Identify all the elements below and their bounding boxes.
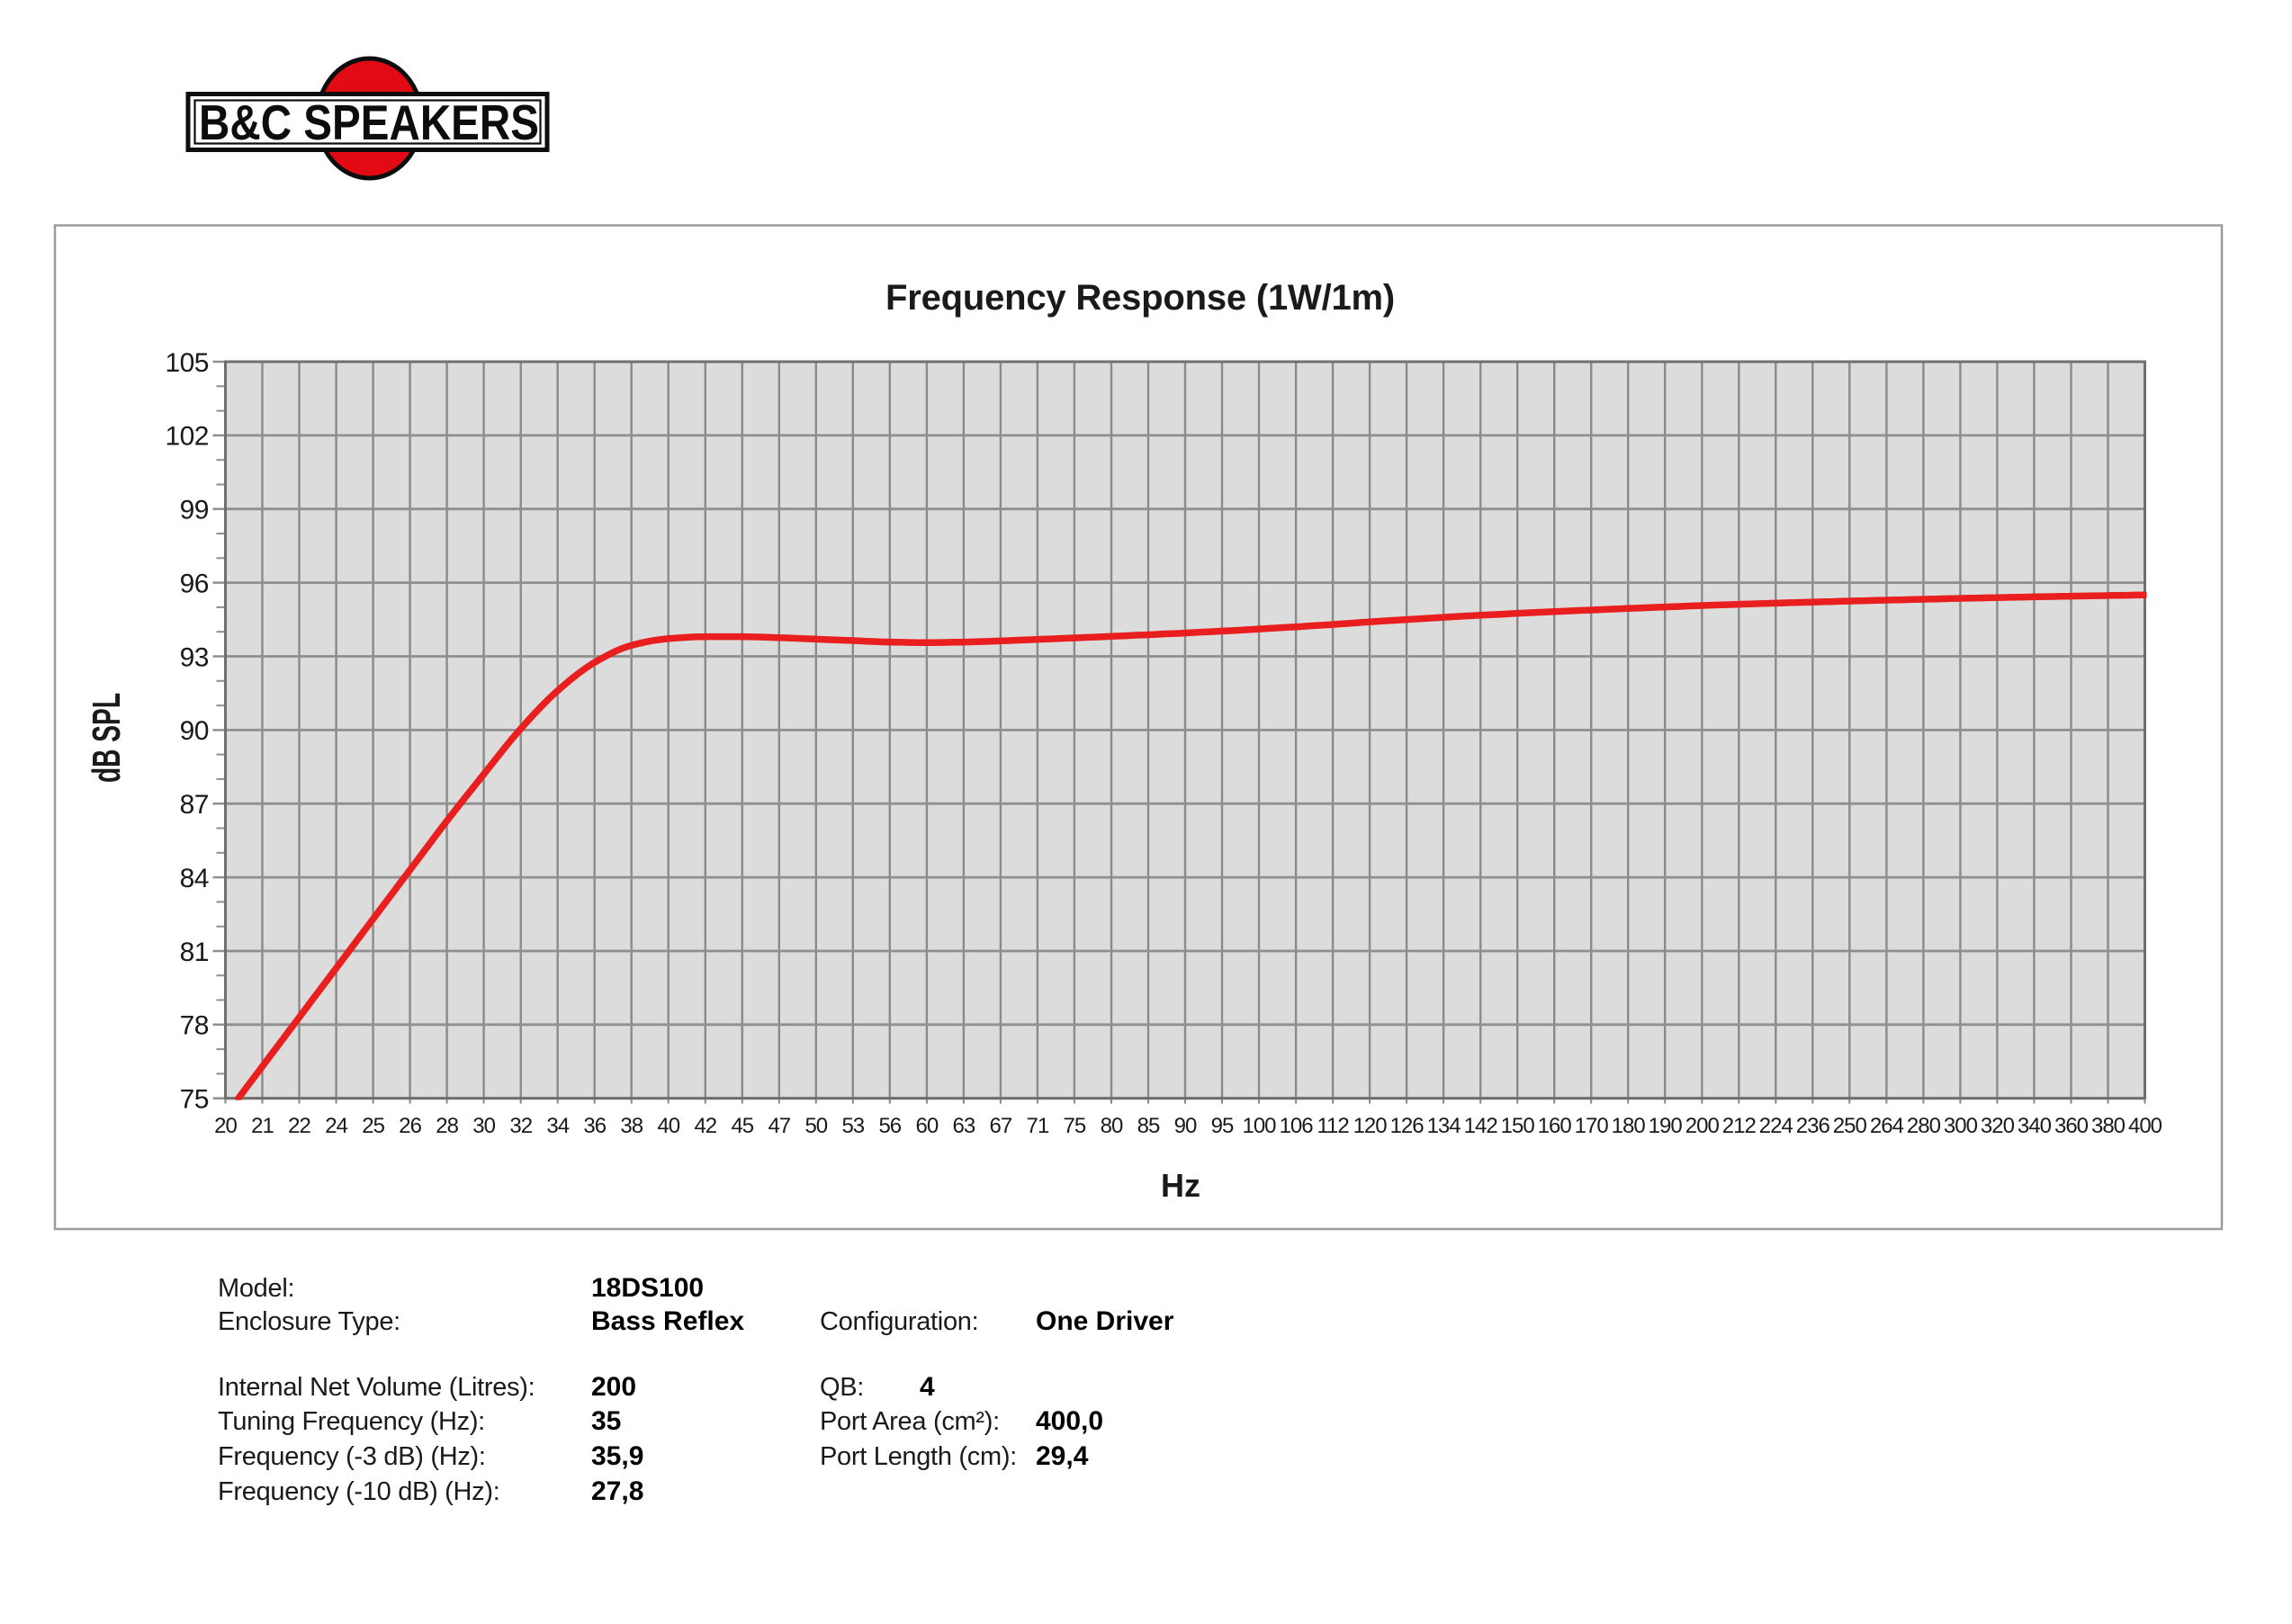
svg-text:Model:: Model: xyxy=(218,1274,294,1303)
svg-text:134: 134 xyxy=(1427,1114,1461,1138)
svg-text:Port Length (cm):: Port Length (cm): xyxy=(820,1442,1017,1471)
svg-text:18DS100: 18DS100 xyxy=(591,1273,704,1303)
svg-text:87: 87 xyxy=(180,790,209,820)
svg-text:53: 53 xyxy=(841,1114,864,1138)
svg-text:35,9: 35,9 xyxy=(591,1441,643,1471)
svg-text:34: 34 xyxy=(546,1114,569,1138)
svg-text:36: 36 xyxy=(583,1114,606,1138)
svg-text:30: 30 xyxy=(472,1114,495,1138)
svg-text:300: 300 xyxy=(1944,1114,1978,1138)
svg-text:75: 75 xyxy=(1064,1114,1086,1138)
svg-text:20: 20 xyxy=(214,1114,237,1138)
svg-text:320: 320 xyxy=(1981,1114,2015,1138)
svg-text:95: 95 xyxy=(1211,1114,1234,1138)
svg-text:200: 200 xyxy=(1685,1114,1720,1138)
svg-text:380: 380 xyxy=(2091,1114,2126,1138)
svg-text:106: 106 xyxy=(1280,1114,1314,1138)
svg-text:190: 190 xyxy=(1649,1114,1683,1138)
svg-text:400: 400 xyxy=(2128,1114,2162,1138)
svg-text:120: 120 xyxy=(1353,1114,1388,1138)
svg-text:47: 47 xyxy=(768,1114,790,1138)
svg-text:84: 84 xyxy=(180,864,209,893)
svg-text:40: 40 xyxy=(657,1114,679,1138)
svg-text:35: 35 xyxy=(591,1406,621,1436)
svg-text:150: 150 xyxy=(1501,1114,1535,1138)
svg-text:212: 212 xyxy=(1722,1114,1757,1138)
svg-text:250: 250 xyxy=(1833,1114,1867,1138)
svg-text:4: 4 xyxy=(920,1372,935,1402)
svg-text:236: 236 xyxy=(1796,1114,1830,1138)
svg-text:160: 160 xyxy=(1538,1114,1572,1138)
svg-text:78: 78 xyxy=(180,1011,209,1041)
svg-text:200: 200 xyxy=(591,1372,636,1402)
svg-text:360: 360 xyxy=(2054,1114,2089,1138)
svg-text:45: 45 xyxy=(731,1114,753,1138)
svg-text:28: 28 xyxy=(436,1114,458,1138)
svg-text:Internal Net Volume (Litres):: Internal Net Volume (Litres): xyxy=(218,1373,535,1402)
svg-text:105: 105 xyxy=(165,348,209,378)
svg-text:Frequency Response (1W/1m): Frequency Response (1W/1m) xyxy=(885,278,1395,318)
svg-text:Enclosure Type:: Enclosure Type: xyxy=(218,1307,400,1336)
svg-text:340: 340 xyxy=(2018,1114,2052,1138)
svg-text:50: 50 xyxy=(804,1114,827,1138)
svg-text:400,0: 400,0 xyxy=(1036,1406,1103,1436)
svg-text:180: 180 xyxy=(1612,1114,1646,1138)
svg-text:81: 81 xyxy=(180,938,209,967)
svg-text:75: 75 xyxy=(180,1085,209,1115)
svg-text:63: 63 xyxy=(953,1114,975,1138)
svg-text:60: 60 xyxy=(916,1114,939,1138)
svg-text:93: 93 xyxy=(180,642,209,672)
svg-text:22: 22 xyxy=(288,1114,310,1138)
svg-text:280: 280 xyxy=(1907,1114,1941,1138)
svg-text:Frequency (-3 dB) (Hz):: Frequency (-3 dB) (Hz): xyxy=(218,1442,486,1471)
svg-text:Frequency (-10 dB) (Hz):: Frequency (-10 dB) (Hz): xyxy=(218,1477,500,1506)
svg-text:170: 170 xyxy=(1575,1114,1609,1138)
svg-text:100: 100 xyxy=(1242,1114,1276,1138)
svg-text:80: 80 xyxy=(1101,1114,1123,1138)
svg-text:32: 32 xyxy=(509,1114,532,1138)
svg-text:90: 90 xyxy=(180,716,209,746)
svg-text:Configuration:: Configuration: xyxy=(820,1307,978,1336)
svg-text:QB:: QB: xyxy=(820,1373,864,1402)
svg-text:Hz: Hz xyxy=(1161,1167,1200,1204)
svg-text:27,8: 27,8 xyxy=(591,1476,643,1506)
svg-text:142: 142 xyxy=(1464,1114,1498,1138)
svg-text:224: 224 xyxy=(1759,1114,1793,1138)
svg-text:112: 112 xyxy=(1317,1114,1349,1138)
svg-text:90: 90 xyxy=(1174,1114,1197,1138)
svg-text:264: 264 xyxy=(1870,1114,1904,1138)
svg-text:99: 99 xyxy=(180,496,209,525)
svg-text:71: 71 xyxy=(1027,1114,1049,1138)
svg-text:38: 38 xyxy=(620,1114,643,1138)
svg-text:21: 21 xyxy=(251,1114,274,1138)
svg-text:25: 25 xyxy=(362,1114,384,1138)
svg-text:dB SPL: dB SPL xyxy=(85,693,129,783)
svg-text:26: 26 xyxy=(399,1114,421,1138)
svg-text:Port Area (cm²):: Port Area (cm²): xyxy=(820,1407,1000,1436)
svg-text:56: 56 xyxy=(878,1114,901,1138)
svg-text:42: 42 xyxy=(694,1114,716,1138)
svg-text:24: 24 xyxy=(325,1114,347,1138)
svg-text:126: 126 xyxy=(1390,1114,1425,1138)
svg-text:102: 102 xyxy=(165,422,209,452)
svg-text:One Driver: One Driver xyxy=(1036,1306,1174,1336)
svg-text:B&C SPEAKERS: B&C SPEAKERS xyxy=(199,94,539,150)
svg-text:29,4: 29,4 xyxy=(1036,1441,1089,1471)
svg-text:96: 96 xyxy=(180,569,209,598)
svg-text:Bass Reflex: Bass Reflex xyxy=(591,1306,744,1336)
svg-text:Tuning Frequency (Hz):: Tuning Frequency (Hz): xyxy=(218,1407,485,1436)
svg-text:67: 67 xyxy=(990,1114,1012,1138)
svg-text:85: 85 xyxy=(1137,1114,1160,1138)
